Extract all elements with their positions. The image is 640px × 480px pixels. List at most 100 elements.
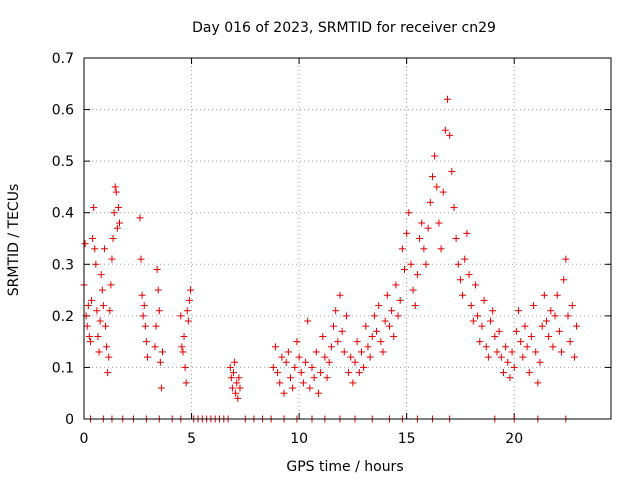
data-point	[542, 317, 550, 325]
data-point	[102, 322, 110, 330]
data-point	[152, 322, 160, 330]
y-axis-label: SRMTID / TECUs	[6, 184, 22, 297]
data-point	[385, 322, 393, 330]
data-point	[375, 302, 383, 310]
data-point	[461, 255, 469, 263]
data-point	[547, 307, 555, 315]
data-point	[323, 374, 331, 382]
data-point	[151, 343, 159, 351]
data-point	[100, 245, 108, 253]
data-point	[517, 338, 525, 346]
data-point	[83, 322, 91, 330]
data-point	[549, 343, 557, 351]
data-point	[319, 332, 327, 340]
data-point	[182, 379, 190, 387]
data-point	[104, 369, 112, 377]
data-point	[444, 95, 452, 103]
data-point	[302, 358, 310, 366]
data-point	[568, 302, 576, 310]
data-point	[418, 219, 426, 227]
data-point	[437, 245, 445, 253]
y-tick-label: 0.5	[52, 154, 74, 170]
data-point	[143, 353, 151, 361]
data-point	[534, 379, 542, 387]
data-point	[416, 235, 424, 242]
data-point	[487, 317, 495, 325]
data-point	[390, 332, 398, 340]
data-point	[515, 307, 523, 315]
data-point	[368, 332, 376, 340]
data-point	[154, 286, 162, 294]
data-point	[508, 348, 516, 356]
data-point	[226, 363, 234, 371]
data-point	[353, 338, 361, 346]
x-tick-labels: 0 5 10 15 20	[80, 431, 524, 447]
data-point	[321, 353, 329, 361]
data-point	[91, 245, 99, 253]
data-point	[85, 332, 93, 340]
data-point	[480, 296, 488, 304]
data-point	[291, 363, 299, 371]
data-point	[493, 348, 501, 356]
data-point	[424, 224, 432, 232]
data-point	[231, 358, 239, 366]
data-point	[403, 229, 411, 237]
data-point	[98, 286, 106, 294]
data-point	[317, 369, 325, 377]
data-point	[448, 167, 456, 175]
data-point	[396, 296, 404, 304]
data-point	[340, 348, 348, 356]
data-point	[183, 307, 191, 315]
data-point	[184, 317, 192, 325]
data-point	[179, 348, 187, 356]
x-tick-label: 10	[290, 431, 308, 447]
data-point	[112, 188, 120, 196]
data-point	[439, 188, 447, 196]
data-point	[426, 198, 434, 206]
data-point	[229, 369, 237, 377]
y-tick-label: 0.3	[52, 257, 74, 273]
data-point	[103, 343, 111, 351]
data-point	[110, 209, 118, 217]
data-point	[360, 363, 368, 371]
data-point	[536, 358, 544, 366]
data-point	[521, 322, 529, 330]
data-point	[235, 374, 243, 382]
data-point	[502, 343, 510, 351]
data-point	[413, 271, 421, 279]
data-point	[484, 353, 492, 361]
data-points	[80, 95, 581, 423]
data-point	[454, 260, 462, 268]
data-point	[394, 312, 402, 320]
data-point	[310, 374, 318, 382]
data-point	[81, 240, 89, 248]
y-tick-label: 0.1	[52, 360, 74, 376]
x-axis-label: GPS time / hours	[286, 459, 403, 475]
data-point	[280, 389, 288, 397]
data-point	[299, 379, 307, 387]
data-point	[228, 384, 236, 392]
data-point	[232, 389, 240, 397]
data-point	[97, 271, 105, 279]
data-point	[306, 384, 314, 392]
y-tick-label: 0.6	[52, 103, 74, 119]
data-point	[566, 338, 574, 346]
x-tick-label: 0	[80, 431, 89, 447]
data-point	[185, 296, 193, 304]
x-tick-label: 5	[187, 431, 196, 447]
data-point	[489, 307, 497, 315]
data-point	[381, 317, 389, 325]
data-point	[236, 384, 244, 392]
chart-title: Day 016 of 2023, SRMTID for receiver cn2…	[192, 20, 496, 36]
data-point	[178, 343, 186, 351]
data-point	[469, 317, 477, 325]
data-point	[551, 312, 559, 320]
data-point	[289, 384, 297, 392]
y-tick-label: 0.7	[52, 51, 74, 67]
data-point	[482, 343, 490, 351]
data-point	[388, 307, 396, 315]
data-point	[347, 353, 355, 361]
data-point	[297, 369, 305, 377]
data-point	[155, 307, 163, 315]
data-point	[409, 286, 417, 294]
